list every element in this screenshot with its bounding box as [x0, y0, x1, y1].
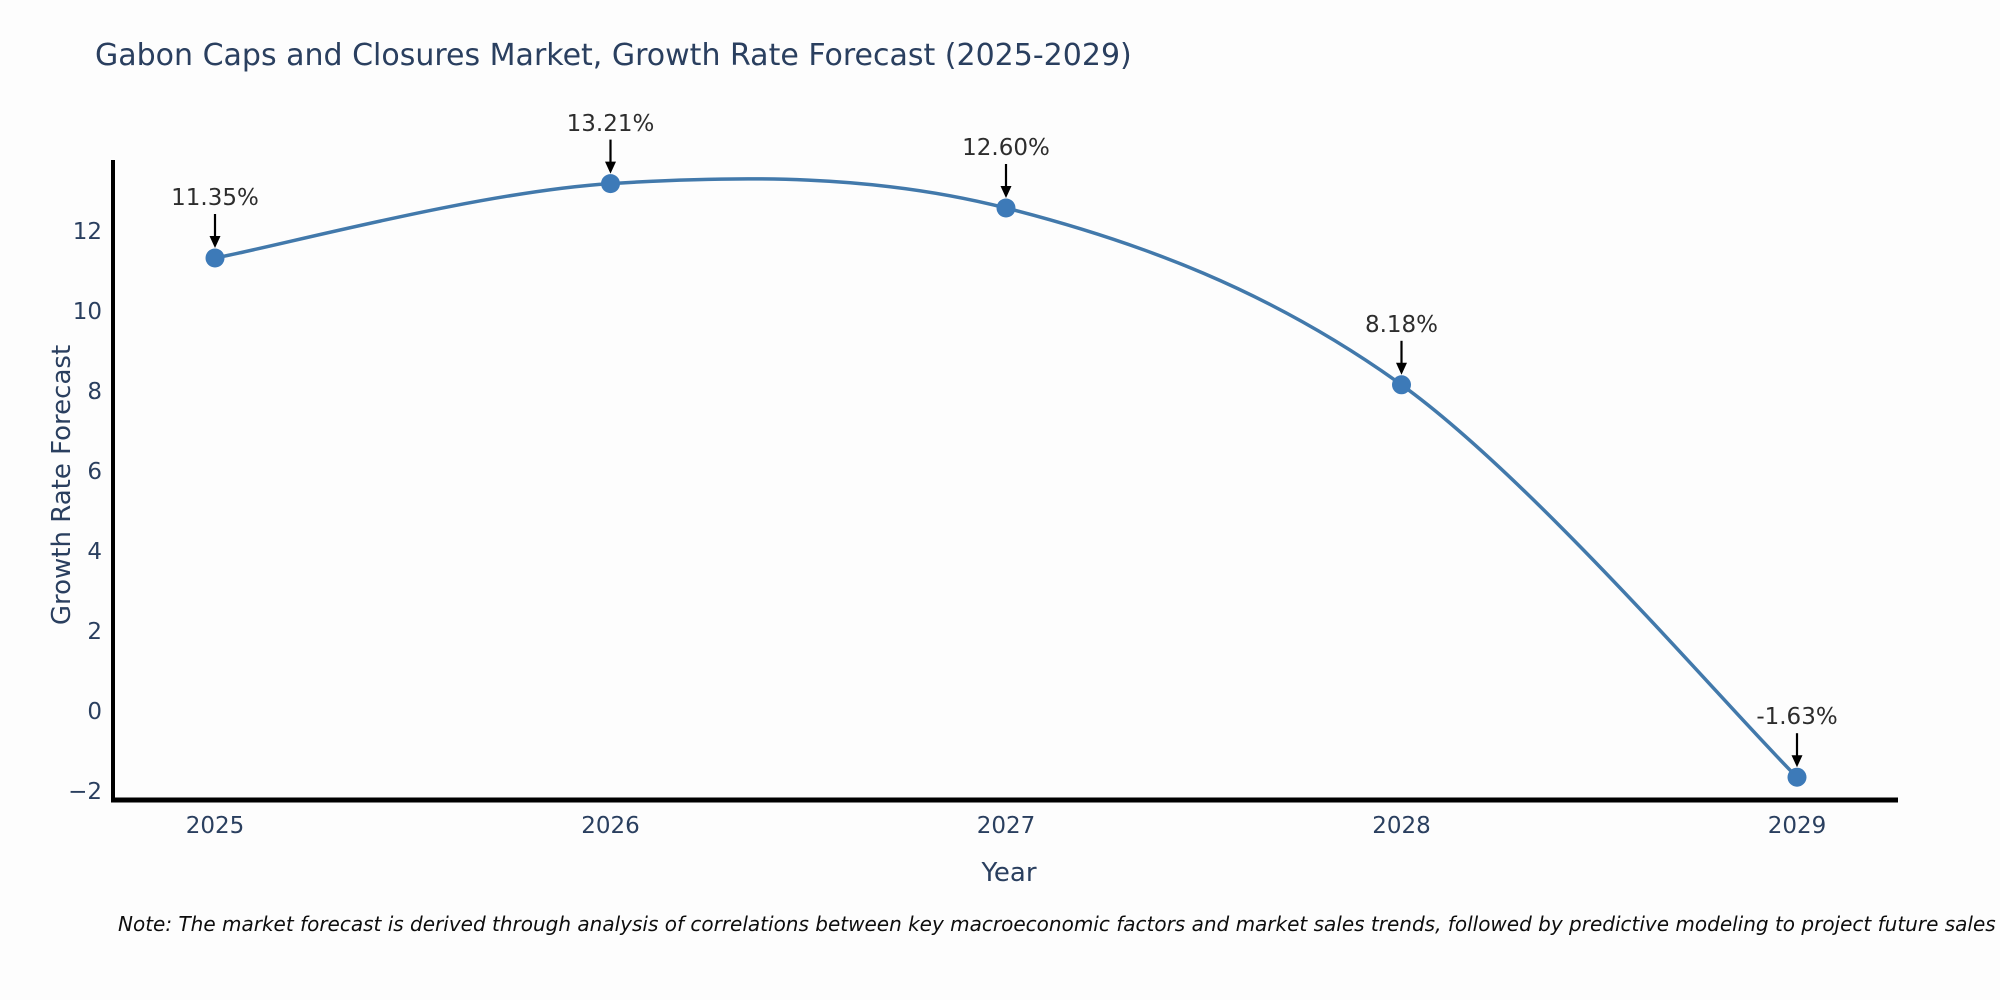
x-tick-label: 2028: [1372, 813, 1431, 839]
y-tick-label: 6: [87, 459, 102, 485]
x-tick-label: 2025: [185, 813, 245, 839]
data-point-marker: [996, 198, 1016, 218]
y-axis-title: Growth Rate Forecast: [47, 344, 77, 626]
data-point-label: 12.60%: [962, 135, 1050, 161]
data-point-label: 11.35%: [171, 185, 259, 211]
y-tick-label: −2: [68, 779, 102, 805]
data-point-label: 13.21%: [566, 110, 655, 137]
x-axis-title: Year: [981, 858, 1037, 888]
y-tick-label: 8: [87, 379, 102, 405]
data-point-marker: [205, 248, 225, 268]
footnote: Note: The market forecast is derived thr…: [118, 912, 1996, 936]
chart-title: Gabon Caps and Closures Market, Growth R…: [95, 38, 1132, 73]
x-tick-label: 2027: [976, 813, 1036, 839]
annotation-arrow-head: [1396, 362, 1407, 375]
annotation-arrow-head: [1000, 186, 1012, 198]
data-point-marker: [1392, 375, 1411, 395]
y-tick-label: 12: [72, 219, 102, 245]
data-point-marker: [1787, 767, 1807, 787]
x-tick-label: 2026: [581, 813, 640, 839]
series-line: [213, 177, 1799, 779]
y-tick-label: 10: [72, 299, 102, 325]
annotation-arrow-head: [1791, 755, 1803, 768]
annotation-arrow-head: [209, 236, 221, 248]
data-point-marker: [601, 174, 620, 194]
annotation-arrows: [209, 139, 1803, 768]
annotation-arrow-head: [605, 161, 616, 174]
data-point-markers: [205, 174, 1807, 787]
data-point-label: 8.18%: [1364, 311, 1439, 338]
y-tick-label: 4: [87, 539, 102, 565]
y-tick-label: 2: [87, 619, 102, 645]
y-tick-label: 0: [87, 699, 102, 725]
x-tick-label: 2029: [1767, 813, 1827, 839]
data-point-label: -1.63%: [1756, 704, 1838, 731]
